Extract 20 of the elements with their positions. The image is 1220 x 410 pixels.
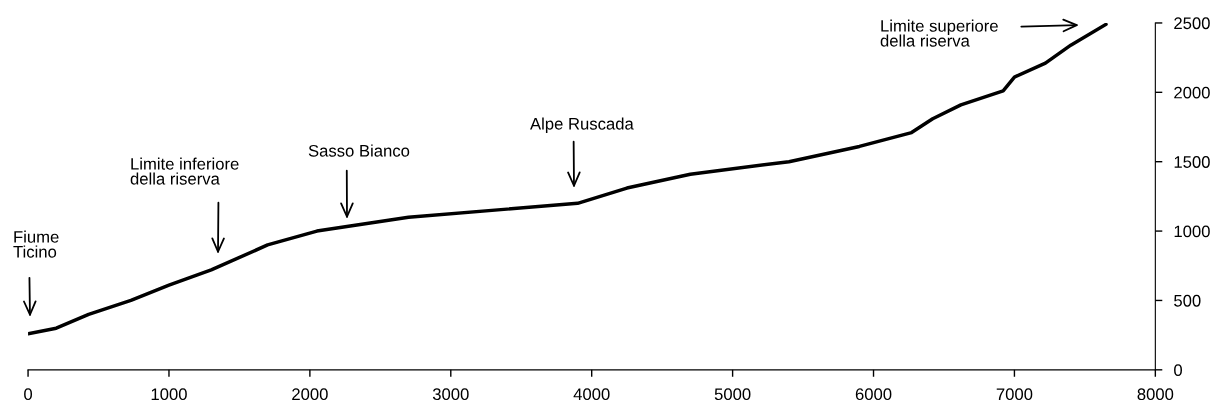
x-tick-label: 3000 xyxy=(432,388,469,401)
y-tick-label: 0 xyxy=(1174,364,1183,377)
y-tick-label: 500 xyxy=(1174,294,1201,307)
annotation: Sasso Bianco xyxy=(308,144,410,157)
x-tick-label: 4000 xyxy=(573,388,610,401)
x-tick-label: 0 xyxy=(24,388,33,401)
y-tick-label: 1000 xyxy=(1174,225,1210,238)
annotation: Limite superiore della riserva xyxy=(880,19,998,47)
x-tick-label: 6000 xyxy=(855,388,892,401)
annotation: Alpe Ruscada xyxy=(530,117,634,133)
x-tick-label: 2000 xyxy=(292,388,328,401)
x-tick-label: 5000 xyxy=(714,388,751,401)
y-tick-label: 2500 xyxy=(1174,17,1210,30)
x-tick-label: 7000 xyxy=(996,388,1033,401)
x-tick-label: 8000 xyxy=(1137,388,1174,401)
y-tick-label: 1500 xyxy=(1174,156,1210,168)
annotation: Limite inferiore della riserva xyxy=(130,157,239,185)
x-tick-label: 1000 xyxy=(151,388,187,401)
annotation: Fiume Ticino xyxy=(13,230,59,258)
y-tick-label: 2000 xyxy=(1174,86,1210,99)
